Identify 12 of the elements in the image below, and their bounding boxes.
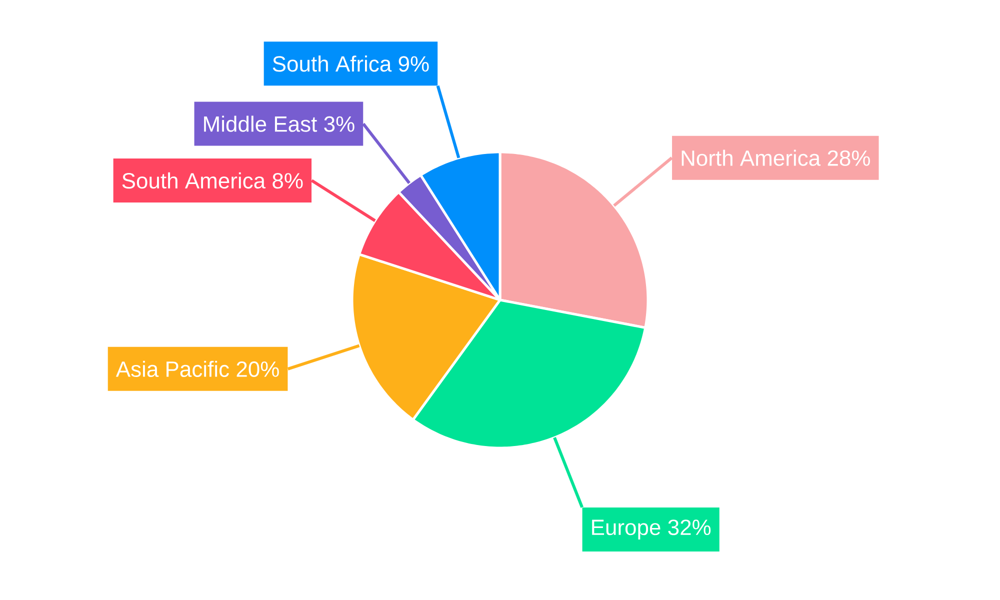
data-label: 28% [828, 150, 870, 166]
data-label: 8% [272, 173, 303, 189]
slice-label: South Africa [272, 56, 392, 72]
slice-label: Asia Pacific [116, 360, 229, 377]
data-label: 32% [668, 520, 711, 536]
slice-label: South America [122, 172, 266, 189]
data-label: 3% [324, 116, 354, 132]
data-label: 20% [236, 361, 279, 377]
data-label: 9% [398, 56, 429, 72]
slice-label: Middle East [204, 116, 318, 132]
slice-label: North America [682, 150, 821, 166]
slice-label: Europe [592, 520, 660, 540]
